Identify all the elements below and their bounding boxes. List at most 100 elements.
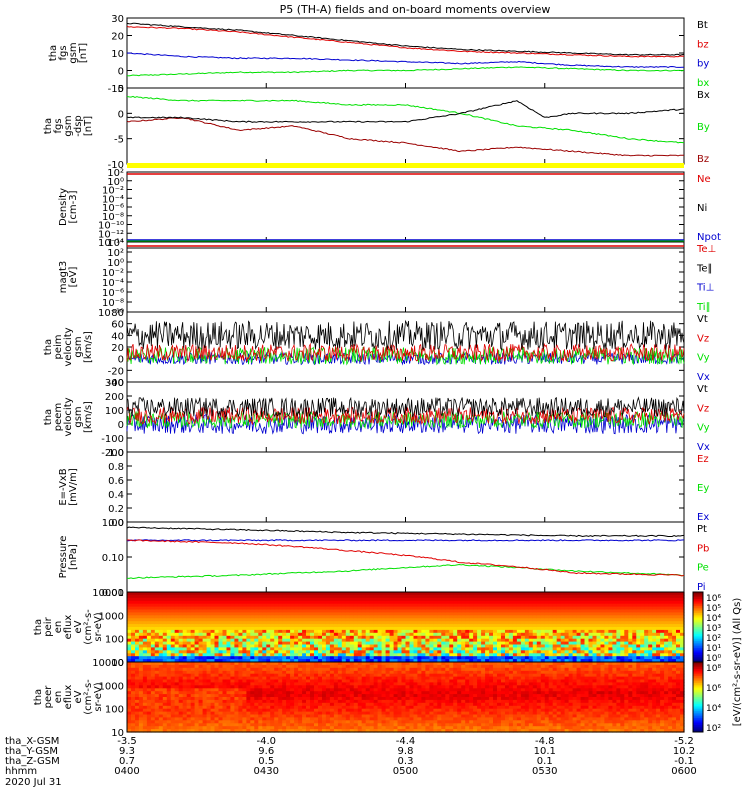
spectrogram-cell [210,691,216,695]
spectrogram-cell [329,638,335,643]
spectrogram-cell [294,612,299,616]
spectrogram-cell [194,714,200,718]
spectrogram-cell [286,656,291,660]
spectrogram-cell [238,673,243,678]
spectrogram-cell [516,615,522,619]
spectrogram-cell [318,673,323,678]
spectrogram-cell [596,627,602,631]
spectrogram-cell [516,603,522,608]
spectrogram-cell [274,673,279,678]
spectrogram-cell [214,708,220,713]
spectrogram-cell [457,656,462,660]
spectrogram-cell [178,708,184,713]
spectrogram-cell [624,638,629,643]
spectrogram-cell [544,635,550,640]
spectrogram-cell [616,632,621,637]
spectrogram-cell [270,644,275,648]
spectrogram-cell [142,714,148,718]
spectrogram-cell [198,723,204,727]
spectrogram-cell [306,714,311,718]
spectrogram-cell [138,702,144,707]
spectrogram-cell [306,597,311,602]
spectrogram-cell [258,664,263,669]
spectrogram-cell [473,638,478,643]
spectrogram-cell [437,635,442,640]
spectrogram-cell [588,597,594,602]
spectrogram-cell [584,612,590,616]
spectrogram-cell [564,615,570,619]
spectrogram-cell [580,629,586,634]
spectrogram-cell [385,647,391,651]
spectrogram-cell [298,650,303,654]
colorbar-cell [693,597,703,600]
spectrogram-cell [361,629,367,634]
spectrogram-cell [548,638,554,643]
spectrogram-cell [190,679,196,683]
spectrogram-cell [290,618,295,622]
spectrogram-cell [612,647,617,651]
spectrogram-cell [493,629,498,634]
spectrogram-cell [600,603,606,608]
spectrogram-cell [190,592,196,596]
spectrogram-cell [282,594,287,599]
spectrogram-cell [146,647,152,651]
spectrogram-cell [453,609,458,613]
spectrogram-cell [413,647,419,651]
legend-by: by [697,59,709,70]
spectrogram-cell [461,641,466,646]
spectrogram-cell [540,641,546,646]
spectrogram-cell [142,691,148,695]
spectrogram-cell [214,618,220,622]
spectrogram-cell [524,627,530,631]
spectrogram-cell [624,603,629,608]
spectrogram-cell [405,647,411,651]
y-tick-label: 0 [118,355,124,366]
spectrogram-cell [250,612,255,616]
spectrogram-cell [190,659,196,663]
spectrogram-cell [266,627,271,631]
spectrogram-cell [282,670,287,675]
spectrogram-cell [640,647,645,651]
spectrogram-cell [150,653,156,657]
spectrogram-cell [548,600,554,605]
y-tick-label: 10⁻¹² [98,229,124,240]
spectrogram-cell [604,629,609,634]
spectrogram-cell [162,688,168,692]
spectrogram-cell [174,600,180,605]
spectrogram-cell [449,650,454,654]
legend-Ne: Ne [697,174,711,185]
spectrogram-cell [190,662,196,666]
spectrogram-cell [322,711,327,716]
spectrogram-cell [186,670,192,675]
spectrogram-cell [361,627,367,631]
spectrogram-cell [270,682,275,686]
spectrogram-cell [274,600,279,605]
spectrogram-cell [576,612,582,616]
spectrogram-cell [158,641,164,646]
spectrogram-cell [218,697,224,701]
spectrogram-cell [357,621,363,625]
spectrogram-cell [182,708,188,713]
spectrogram-cell [437,621,442,625]
spectrogram-cell [182,600,188,605]
spectrogram-cell [345,615,351,619]
spectrogram-cell [131,627,136,631]
spectrogram-cell [596,624,602,628]
spectrogram-cell [138,641,144,646]
spectrogram-cell [449,603,454,608]
spectrogram-cell [238,647,243,651]
spectrogram-cell [620,647,625,651]
spectrogram-cell [353,618,359,622]
spectrogram-cell [230,685,235,689]
spectrogram-cell [508,632,514,637]
spectrogram-cell [246,656,251,660]
spectrogram-cell [337,600,343,605]
spectrogram-cell [393,627,399,631]
spectrogram-cell [620,650,625,654]
spectrogram-cell [556,609,562,613]
spectrogram-cell [270,699,275,704]
spectrogram-cell [270,594,275,599]
spectrogram-cell [238,726,243,730]
spectrogram-cell [210,618,216,622]
spectrogram-cell [254,723,259,727]
